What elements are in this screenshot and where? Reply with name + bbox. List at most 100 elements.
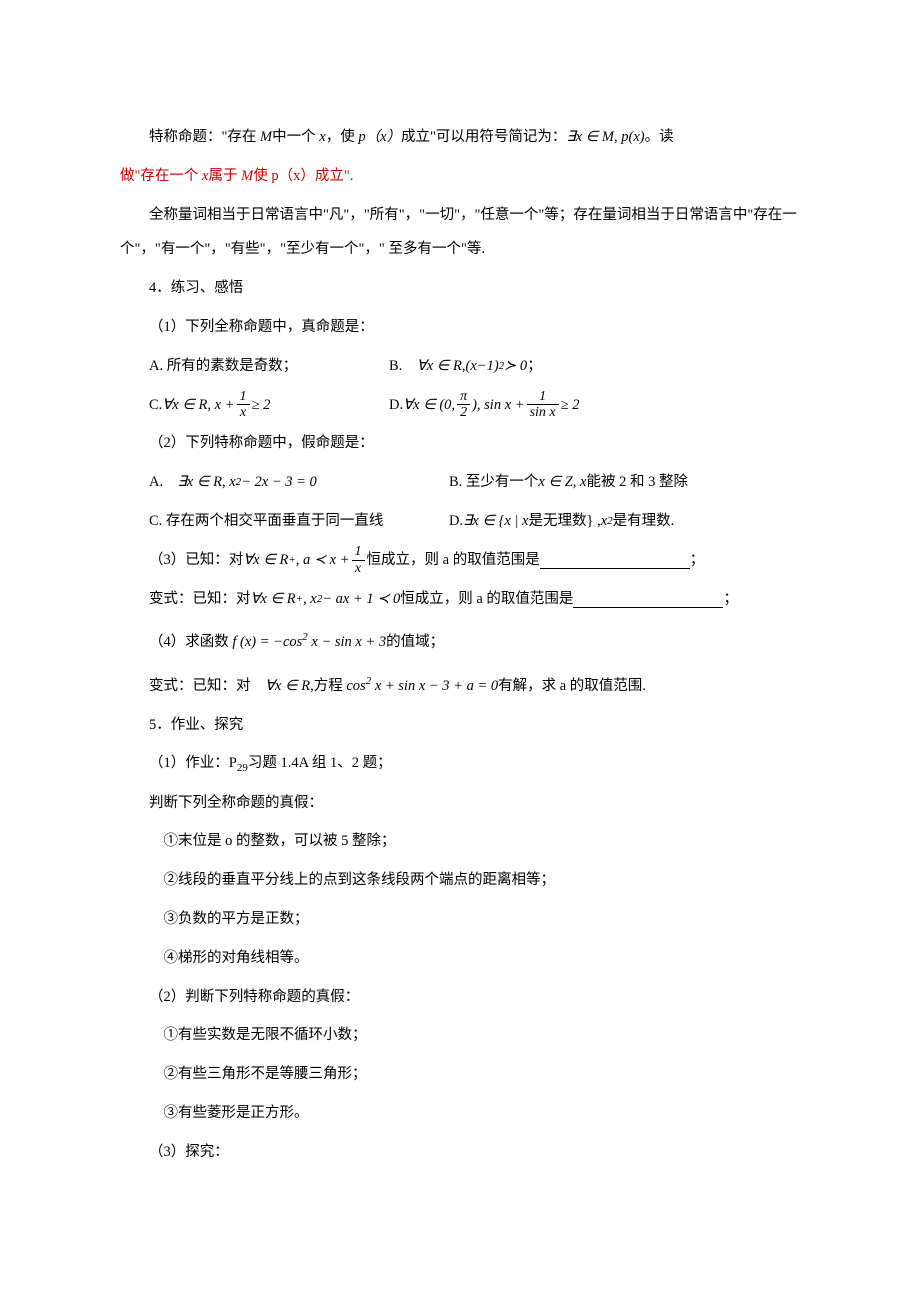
numerator: π <box>457 389 470 405</box>
list-item: ②有些三角形不是等腰三角形； <box>120 1057 800 1092</box>
text: （3）已知：对 <box>149 543 243 578</box>
math: cos <box>346 678 365 694</box>
text: 中一个 <box>272 129 319 145</box>
denominator: x <box>237 405 250 420</box>
math: ∀x ∈ R <box>251 582 296 617</box>
math: ≥ 2 <box>561 388 580 423</box>
heading-5: 5．作业、探究 <box>120 708 800 743</box>
question-3-variant: 变式：已知：对 ∀x ∈ R+, x2 − ax + 1 ≺ 0恒成立，则 a … <box>120 582 800 617</box>
paragraph: 做"存在一个 x属于 M使 p（x）成立". <box>120 159 800 194</box>
numerator: 1 <box>527 389 559 405</box>
numerator: 1 <box>237 389 250 405</box>
option-a: A. ∃x ∈ R, x2 − 2x − 3 = 0 <box>149 465 449 500</box>
fraction: 1x <box>237 389 250 421</box>
text: B. 至少有一个 <box>449 465 538 500</box>
denominator: sin x <box>527 405 559 420</box>
text: 变式：已知：对 <box>149 678 265 694</box>
heading-4: 4．练习、感悟 <box>120 271 800 306</box>
red-text: 属于 <box>208 168 241 184</box>
math: ≥ 2 <box>252 388 271 423</box>
math: ∀x ∈ R,(x−1) <box>417 349 499 384</box>
paragraph: 特称命题："存在 M中一个 x，使 p（x）成立"可以用符号简记为：∃x ∈ M… <box>120 120 800 155</box>
option-a: A. 所有的素数是奇数； <box>149 349 389 384</box>
option-b: B. ∀x ∈ R,(x−1)2 ≻ 0； <box>389 349 542 384</box>
math: ∃x ∈ M, <box>566 129 617 145</box>
option-d: D. ∃x ∈ {x | x是无理数} , x2是有理数. <box>449 504 674 539</box>
text: C. 存在两个相交平面垂直于同一直线 <box>149 504 383 539</box>
denominator: 2 <box>457 405 470 420</box>
text: 是无理数} , <box>529 504 601 539</box>
text: 变式：已知：对 <box>149 582 251 617</box>
text: C. <box>149 388 162 423</box>
list-item: ②线段的垂直平分线上的点到这条线段两个端点的距离相等； <box>120 863 800 898</box>
homework-1: （1）作业：P29习题 1.4A 组 1、2 题； <box>120 746 800 781</box>
red-text: 使 p（x）成立". <box>253 168 353 184</box>
math: p(x) <box>621 129 644 145</box>
fraction: 1sin x <box>527 389 559 421</box>
text: 能被 2 和 3 整除 <box>587 465 689 500</box>
homework-2: （2）判断下列特称命题的真假： <box>120 980 800 1015</box>
text: D. <box>449 504 463 539</box>
option-b: B. 至少有一个 x ∈ Z, x能被 2 和 3 整除 <box>449 465 688 500</box>
text: 恒成立，则 a 的取值范围是 <box>400 582 573 617</box>
red-text: 做"存在一个 <box>120 168 202 184</box>
denominator: x <box>352 561 365 576</box>
math: ∀x ∈ (0, <box>403 388 455 423</box>
text: ； <box>690 543 705 578</box>
option-d: D. ∀x ∈ (0, π2), sin x + 1sin x ≥ 2 <box>389 388 579 423</box>
math: ≻ 0 <box>504 349 527 384</box>
option-row: A. 所有的素数是奇数； B. ∀x ∈ R,(x−1)2 ≻ 0； <box>120 349 800 384</box>
question-4-variant: 变式：已知：对 ∀x ∈ R,方程 cos2 x + sin x − 3 + a… <box>120 668 800 704</box>
list-item: ①末位是 o 的整数，可以被 5 整除； <box>120 824 800 859</box>
math: ∃x ∈ {x | x <box>463 504 528 539</box>
text: ，使 <box>326 129 359 145</box>
math: , x <box>303 582 317 617</box>
question-4: （4）求函数 f (x) = −cos2 x − sin x + 3的值域； <box>120 624 800 660</box>
sup: + <box>296 586 303 612</box>
text: （x） <box>366 129 401 145</box>
blank-underline <box>573 590 723 607</box>
numerator: 1 <box>352 544 365 560</box>
math: − ax + 1 ≺ 0 <box>322 582 400 617</box>
math: x ∈ Z, x <box>538 465 586 500</box>
option-row: C. 存在两个相交平面垂直于同一直线 D. ∃x ∈ {x | x是无理数} ,… <box>120 504 800 539</box>
document-body: 特称命题："存在 M 中一个 x ，使 p（x）成立"可以用符号简记为：∃x ∈ M… <box>120 120 800 1170</box>
question-1: （1）下列全称命题中，真命题是： <box>120 310 800 345</box>
text: 的值域； <box>386 634 444 650</box>
list-item: ①有些实数是无限不循环小数； <box>120 1018 800 1053</box>
text: 有解，求 a 的取值范围. <box>498 678 646 694</box>
math: ), sin x + <box>472 388 524 423</box>
homework-3: （3）探究： <box>120 1135 800 1170</box>
option-row: A. ∃x ∈ R, x2 − 2x − 3 = 0 B. 至少有一个 x ∈ … <box>120 465 800 500</box>
text: ； <box>723 582 738 617</box>
list-item: ④梯形的对角线相等。 <box>120 941 800 976</box>
text: 是有理数. <box>613 504 675 539</box>
question-3: （3）已知：对 ∀x ∈ R+, a ≺ x + 1x恒成立，则 a 的取值范围… <box>120 543 800 578</box>
list-item: ③负数的平方是正数； <box>120 902 800 937</box>
sub: 29 <box>237 762 248 774</box>
text: D. <box>389 388 403 423</box>
math: ∃x ∈ R, x <box>178 465 236 500</box>
text: A. 所有的素数是奇数； <box>149 349 297 384</box>
text: （1）作业：P <box>149 755 237 771</box>
fraction: 1x <box>352 544 365 576</box>
text: ； <box>527 349 542 384</box>
text: 。读 <box>645 129 674 145</box>
option-row: C. ∀x ∈ R, x + 1x ≥ 2 D. ∀x ∈ (0, π2), s… <box>120 388 800 423</box>
text: 特称命题："存在 <box>149 129 260 145</box>
math: x − sin x + 3 <box>308 634 386 650</box>
math: ∀x ∈ R, x + <box>162 388 234 423</box>
text: 恒成立，则 a 的取值范围是 <box>367 543 540 578</box>
text: （4）求函数 <box>149 634 232 650</box>
option-c: C. 存在两个相交平面垂直于同一直线 <box>149 504 449 539</box>
red-italic: M <box>241 168 253 184</box>
math: ∀x ∈ R <box>243 543 288 578</box>
option-c: C. ∀x ∈ R, x + 1x ≥ 2 <box>149 388 389 423</box>
text: 成立"可以用符号简记为： <box>401 129 566 145</box>
italic-p: p <box>358 129 365 145</box>
sup: + <box>288 547 295 573</box>
text: 习题 1.4A 组 1、2 题； <box>248 755 392 771</box>
paragraph: 全称量词相当于日常语言中"凡"，"所有"，"一切"，"任意一个"等；存在量词相当… <box>120 198 800 268</box>
question-2: （2）下列特称命题中，假命题是： <box>120 426 800 461</box>
text: 方程 <box>314 678 347 694</box>
